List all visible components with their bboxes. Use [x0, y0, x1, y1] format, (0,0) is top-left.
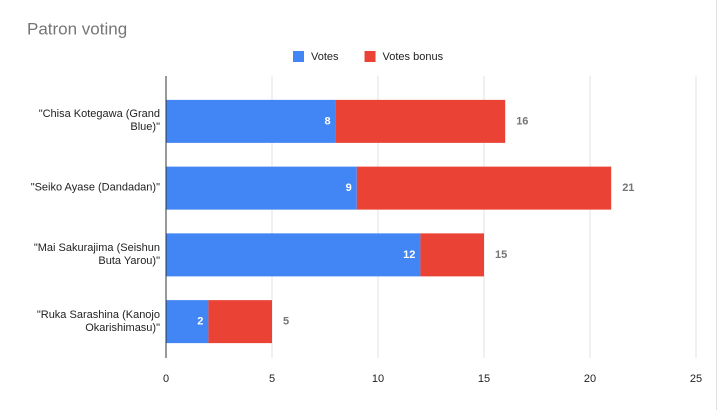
chart-title: Patron voting: [27, 19, 127, 38]
data-label: 9: [346, 182, 352, 194]
bar: [356, 166, 612, 210]
legend-label: Votes bonus: [383, 51, 444, 63]
bar: [166, 166, 357, 210]
y-tick-label: "Seiko Ayase (Dandadan)": [30, 181, 160, 194]
y-tick-label: "Chisa Kotegawa (Grand Blue)": [38, 108, 160, 134]
total-label: 15: [495, 249, 507, 261]
x-tick-label: 25: [690, 373, 702, 385]
x-tick-label: 20: [584, 373, 596, 385]
legend-swatch: [364, 51, 376, 62]
bar: [166, 300, 209, 344]
x-tick-label: 5: [269, 373, 275, 385]
x-tick-label: 0: [163, 373, 169, 385]
bar: [166, 233, 421, 277]
total-label: 21: [622, 182, 634, 194]
bar: [208, 300, 272, 344]
bar: [335, 99, 506, 143]
bar: [420, 233, 484, 277]
x-tick-label: 10: [372, 373, 384, 385]
data-label: 8: [324, 115, 330, 127]
x-tick-label: 15: [478, 373, 490, 385]
data-label: 2: [197, 316, 203, 328]
data-label: 12: [403, 249, 415, 261]
legend-swatch: [293, 51, 304, 62]
total-label: 16: [516, 115, 528, 127]
total-label: 5: [283, 316, 289, 328]
y-tick-label: "Ruka Sarashina (Kanojo Okarishimasu)": [36, 308, 160, 334]
bar: [166, 99, 336, 143]
y-tick-label: "Mai Sakurajima (Seishun Buta Yarou)": [33, 241, 160, 267]
legend-label: Votes: [311, 51, 339, 63]
